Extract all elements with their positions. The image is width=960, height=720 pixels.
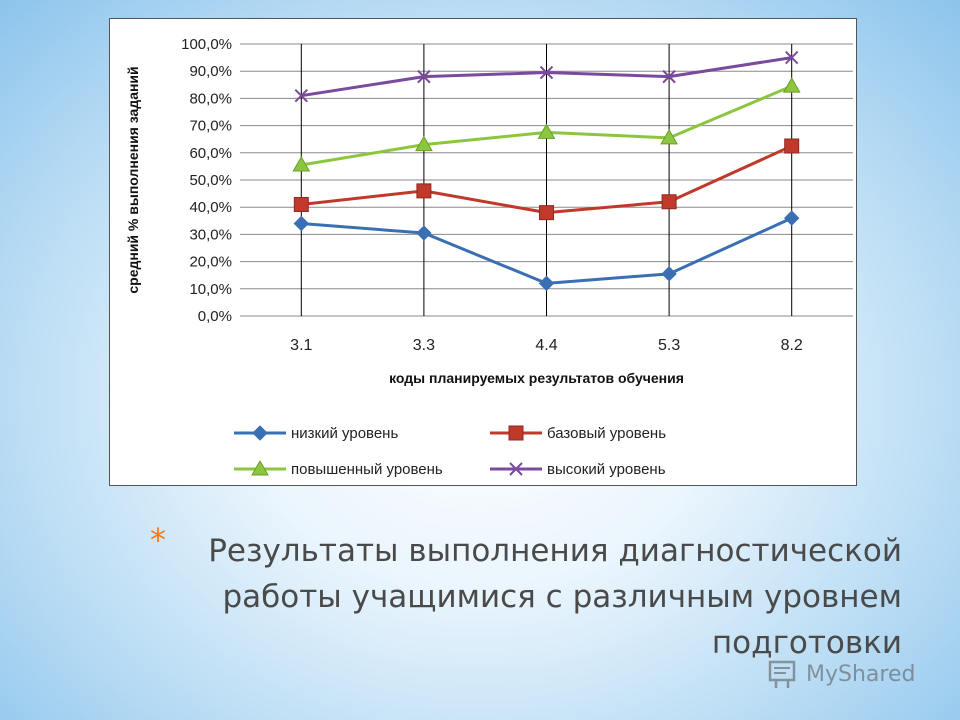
slide-caption: Результаты выполнения диагностической ра… <box>150 528 902 666</box>
presentation-icon <box>768 660 796 688</box>
legend-label: высокий уровень <box>547 461 666 478</box>
legend-label: низкий уровень <box>291 425 398 442</box>
data-point <box>784 138 800 154</box>
watermark: MyShared <box>768 658 915 690</box>
caption-line-1: Результаты выполнения диагностической <box>208 533 902 569</box>
line-chart: 0,0% 10,0% 20,0% 30,0% 40,0% 50,0% 60,0% 70,0% 8… <box>125 36 853 478</box>
y-tick-label: 90,0% <box>189 63 232 80</box>
x-tick-label: 3.1 <box>290 337 312 354</box>
y-tick-label: 30,0% <box>189 226 232 243</box>
data-point <box>293 215 310 232</box>
data-point <box>292 156 311 172</box>
data-point <box>417 69 431 84</box>
y-tick-label: 10,0% <box>189 281 232 298</box>
data-point <box>293 196 309 212</box>
data-point <box>415 135 433 152</box>
y-tick-label: 100,0% <box>181 36 232 53</box>
x-axis-label: коды планируемых результатов обучения <box>389 370 684 386</box>
y-axis-label: средний % выполнения заданий <box>125 66 141 293</box>
y-tick-label: 40,0% <box>189 199 232 216</box>
x-tick-label: 4.4 <box>535 337 557 354</box>
data-point <box>538 275 555 292</box>
x-tick-label: 3.3 <box>413 337 435 354</box>
y-tick-label: 0,0% <box>198 308 232 325</box>
x-tick-label: 8.2 <box>781 337 803 354</box>
data-point <box>539 205 554 221</box>
legend-label: базовый уровень <box>547 425 666 442</box>
caption-line-3: подготовки <box>711 625 902 661</box>
data-point <box>539 65 554 80</box>
data-point <box>660 128 678 145</box>
data-point <box>537 123 556 139</box>
y-tick-label: 80,0% <box>189 90 232 107</box>
data-point <box>661 194 677 210</box>
data-point <box>416 183 432 199</box>
y-tick-label: 60,0% <box>189 145 232 162</box>
data-point <box>294 88 309 103</box>
y-tick-label: 50,0% <box>189 172 232 189</box>
data-point <box>662 69 676 84</box>
data-point <box>783 210 800 226</box>
data-point <box>784 50 799 65</box>
x-tick-label: 5.3 <box>658 337 680 354</box>
caption-line-2: работы учащимися с различным уровнем <box>222 579 902 615</box>
y-tick-label: 70,0% <box>189 118 232 135</box>
legend-marker <box>509 462 523 476</box>
legend-label: повышенный уровень <box>291 461 443 478</box>
legend-marker <box>252 425 268 441</box>
y-tick-label: 20,0% <box>189 254 232 271</box>
caption-bullet: * <box>150 521 166 559</box>
legend-marker <box>251 459 269 476</box>
watermark-text: MyShared <box>806 661 916 687</box>
chart-panel: 0,0% 10,0% 20,0% 30,0% 40,0% 50,0% 60,0% 70,0% 8… <box>109 18 857 486</box>
data-point <box>416 225 432 241</box>
data-point <box>661 266 677 282</box>
data-point <box>782 77 801 93</box>
legend-marker <box>508 425 524 441</box>
